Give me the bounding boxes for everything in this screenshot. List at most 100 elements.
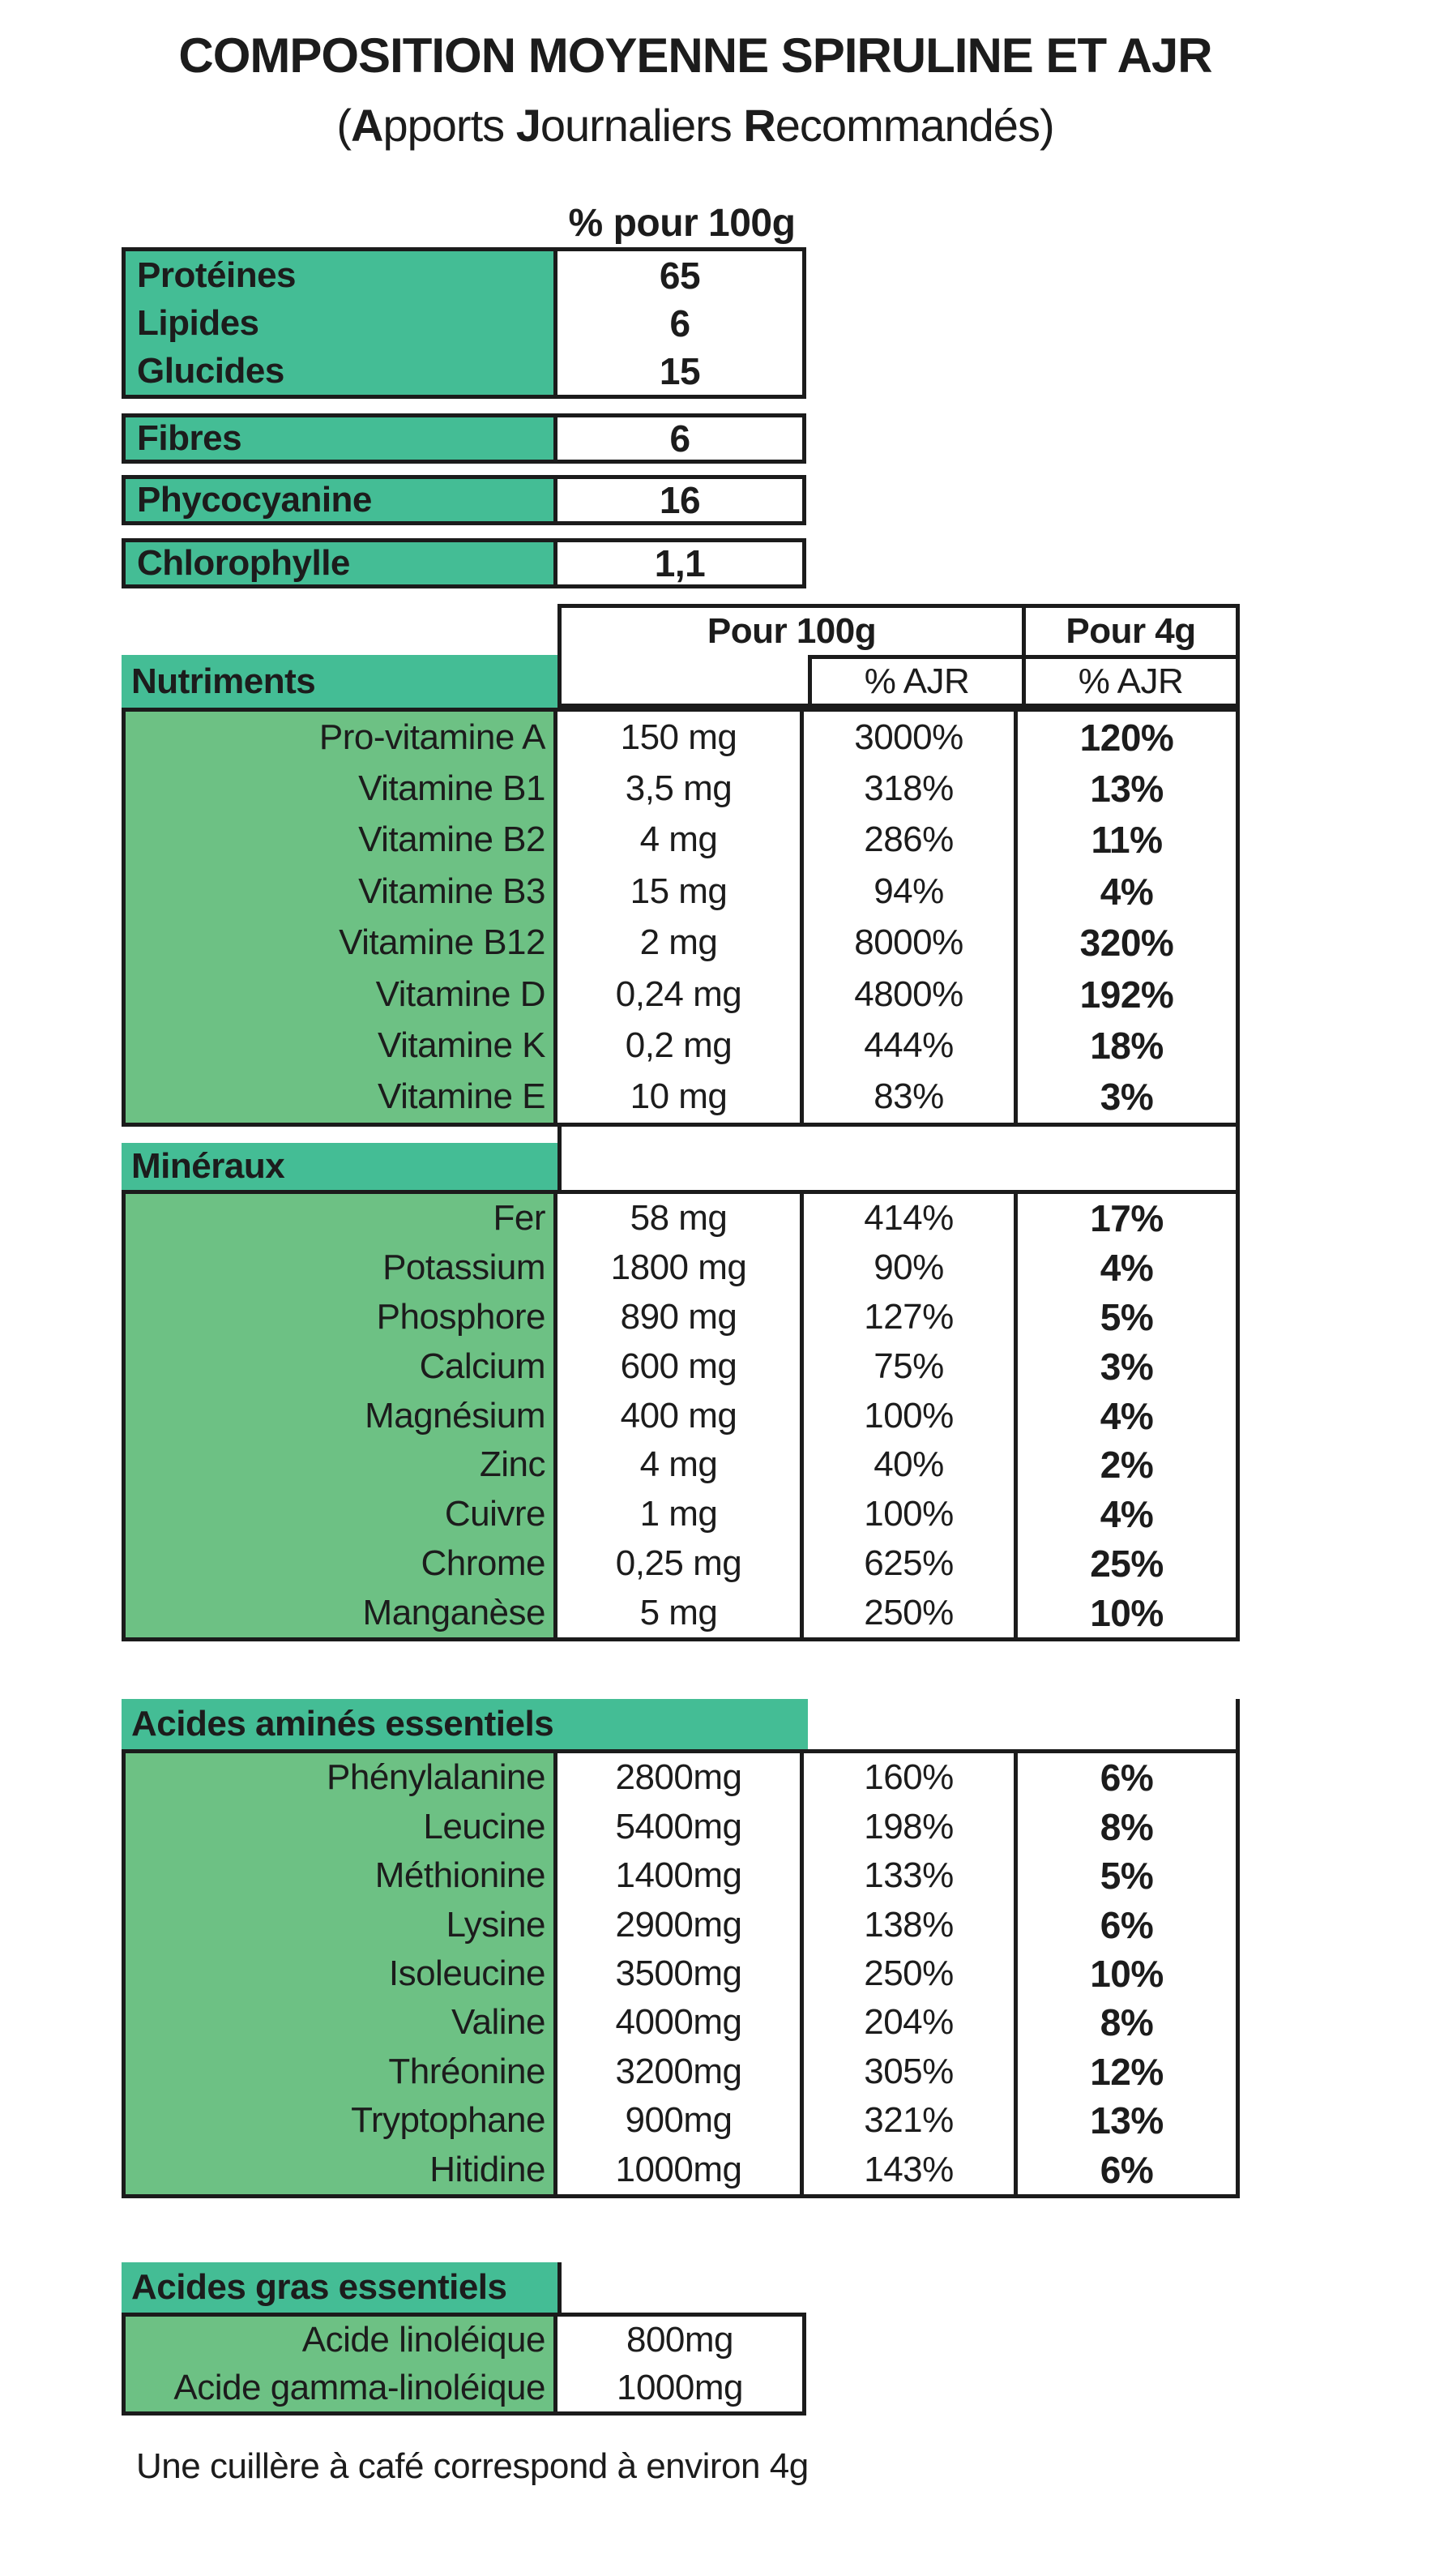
table-row: Phénylalanine 2800mg 160% 6% (126, 1753, 1236, 1803)
ajr-percent-4g: 2% (1100, 1444, 1154, 1487)
amount-per-100g: 1400mg (557, 1851, 804, 1901)
ajr-percent-100g: 8000% (804, 917, 1018, 969)
ajr-percent-100g: 444% (804, 1020, 1018, 1072)
row-label: Fibres (126, 417, 557, 460)
amount-per-100g: 4 mg (557, 1440, 804, 1490)
ajr-percent-4g: 11% (1091, 819, 1163, 862)
nutrient-label: Magnésium (126, 1391, 557, 1440)
ajr-percent-4g: 4% (1100, 1394, 1154, 1437)
nutrient-label: Vitamine B12 (126, 917, 557, 969)
amount-per-100g: 58 mg (557, 1194, 804, 1243)
ajr-percent-4g: 5% (1100, 1295, 1154, 1338)
ajr-percent-100g: 133% (804, 1851, 1018, 1901)
ajr-percent-4g: 18% (1090, 1024, 1164, 1067)
amount-per-100g: 5400mg (557, 1802, 804, 1851)
nutrient-label: Vitamine B2 (126, 814, 557, 867)
subtitle-seg: pports (382, 100, 516, 151)
nutrient-label: Phénylalanine (126, 1753, 557, 1803)
amount-per-100g: 2800mg (557, 1753, 804, 1803)
nutrient-label: Manganèse (126, 1588, 557, 1638)
page-subtitle: (Apports Journaliers Recommandés) (0, 99, 1390, 152)
ajr-percent-100g: 94% (804, 866, 1018, 918)
nutrient-label: Cuivre (126, 1489, 557, 1539)
ajr-percent-4g: 17% (1090, 1197, 1164, 1240)
row-value: 15 (659, 349, 701, 392)
table-row: Acide gamma-linoléique 1000mg (126, 2364, 802, 2411)
nutrient-label: Lysine (126, 1900, 557, 1949)
table-row: Tryptophane 900mg 321% 13% (126, 2096, 1236, 2146)
row-label: Chlorophylle (126, 542, 557, 584)
ajr-percent-100g: 286% (804, 814, 1018, 867)
nutrient-label: Vitamine K (126, 1020, 557, 1072)
header-pour-100g: Pour 100g (707, 611, 877, 651)
ajr-percent-4g: 13% (1090, 2099, 1164, 2142)
row-value: 6 (669, 302, 690, 344)
table-row: Hitidine 1000mg 143% 6% (126, 2145, 1236, 2194)
amount-per-100g: 15 mg (557, 866, 804, 918)
nutrient-label: Zinc (126, 1440, 557, 1490)
table-row: Fer 58 mg 414% 17% (126, 1194, 1236, 1243)
ajr-percent-4g: 12% (1090, 2050, 1164, 2093)
row-label: Lipides (126, 299, 557, 347)
nutrient-label: Vitamine E (126, 1071, 557, 1123)
ajr-percent-100g: 40% (804, 1440, 1018, 1490)
nutrient-label: Tryptophane (126, 2096, 557, 2146)
nutrient-label: Vitamine B3 (126, 866, 557, 918)
table-row: Fibres 6 (126, 417, 802, 460)
summary-column-header: % pour 100g (568, 202, 796, 245)
ajr-percent-100g: 250% (804, 1949, 1018, 1999)
table-row: Manganèse 5 mg 250% 10% (126, 1588, 1236, 1638)
table-row: Vitamine B2 4 mg 286% 11% (126, 814, 1236, 867)
table-row: Leucine 5400mg 198% 8% (126, 1802, 1236, 1851)
nutrient-label: Acide linoléique (126, 2317, 557, 2364)
table-row: Magnésium 400 mg 100% 4% (126, 1391, 1236, 1440)
divider (808, 655, 812, 704)
subtitle-seg-bold: J (515, 100, 541, 151)
section-header-nutriments: Nutriments (122, 655, 557, 708)
amount-per-100g: 3500mg (557, 1949, 804, 1999)
summary-phycocyanine-box: Phycocyanine 16 (122, 475, 806, 525)
table-row: Protéines 65 (126, 251, 802, 299)
table-row: Lysine 2900mg 138% 6% (126, 1900, 1236, 1949)
amount-per-100g: 5 mg (557, 1588, 804, 1638)
ajr-percent-4g: 3% (1100, 1345, 1154, 1388)
table-row: Acide linoléique 800mg (126, 2317, 802, 2364)
table-row: Chlorophylle 1,1 (126, 542, 802, 584)
section-header-mineraux: Minéraux (122, 1143, 557, 1190)
ajr-percent-100g: 100% (804, 1391, 1018, 1440)
ajr-percent-100g: 75% (804, 1341, 1018, 1392)
table-row: Lipides 6 (126, 299, 802, 347)
row-label: Phycocyanine (126, 479, 557, 521)
ajr-percent-100g: 625% (804, 1538, 1018, 1589)
divider (557, 1127, 562, 1190)
row-value: 1,1 (654, 542, 706, 584)
table-row: Thréonine 3200mg 305% 12% (126, 2047, 1236, 2097)
table-row: Vitamine B3 15 mg 94% 4% (126, 866, 1236, 918)
ajr-percent-100g: 100% (804, 1489, 1018, 1539)
table-row: Valine 4000mg 204% 8% (126, 1998, 1236, 2048)
table-row: Potassium 1800 mg 90% 4% (126, 1243, 1236, 1293)
amount-per-100g: 1800 mg (557, 1243, 804, 1293)
nutrient-label: Méthionine (126, 1851, 557, 1901)
ajr-percent-4g: 4% (1100, 870, 1154, 913)
amount-per-100g: 800mg (626, 2320, 734, 2360)
amount-per-100g: 3,5 mg (557, 763, 804, 815)
table-row: Zinc 4 mg 40% 2% (126, 1440, 1236, 1490)
minerals-table: Fer 58 mg 414% 17% Potassium 1800 mg 90%… (122, 1190, 1240, 1641)
ajr-percent-100g: 3000% (804, 712, 1018, 764)
amount-per-100g: 400 mg (557, 1391, 804, 1440)
table-row: Méthionine 1400mg 133% 5% (126, 1851, 1236, 1901)
ajr-percent-100g: 83% (804, 1071, 1018, 1123)
amount-per-100g: 10 mg (557, 1071, 804, 1123)
page-title: COMPOSITION MOYENNE SPIRULINE ET AJR (178, 28, 1212, 83)
ajr-percent-100g: 414% (804, 1194, 1018, 1243)
ajr-percent-4g: 4% (1100, 1493, 1154, 1536)
amount-per-100g: 4000mg (557, 1998, 804, 2048)
amount-per-100g: 1 mg (557, 1489, 804, 1539)
subtitle-seg: ournaliers (540, 100, 744, 151)
amount-per-100g: 0,25 mg (557, 1538, 804, 1589)
divider (808, 655, 1236, 659)
amount-per-100g: 1000mg (616, 2367, 744, 2407)
ajr-percent-100g: 321% (804, 2096, 1018, 2146)
